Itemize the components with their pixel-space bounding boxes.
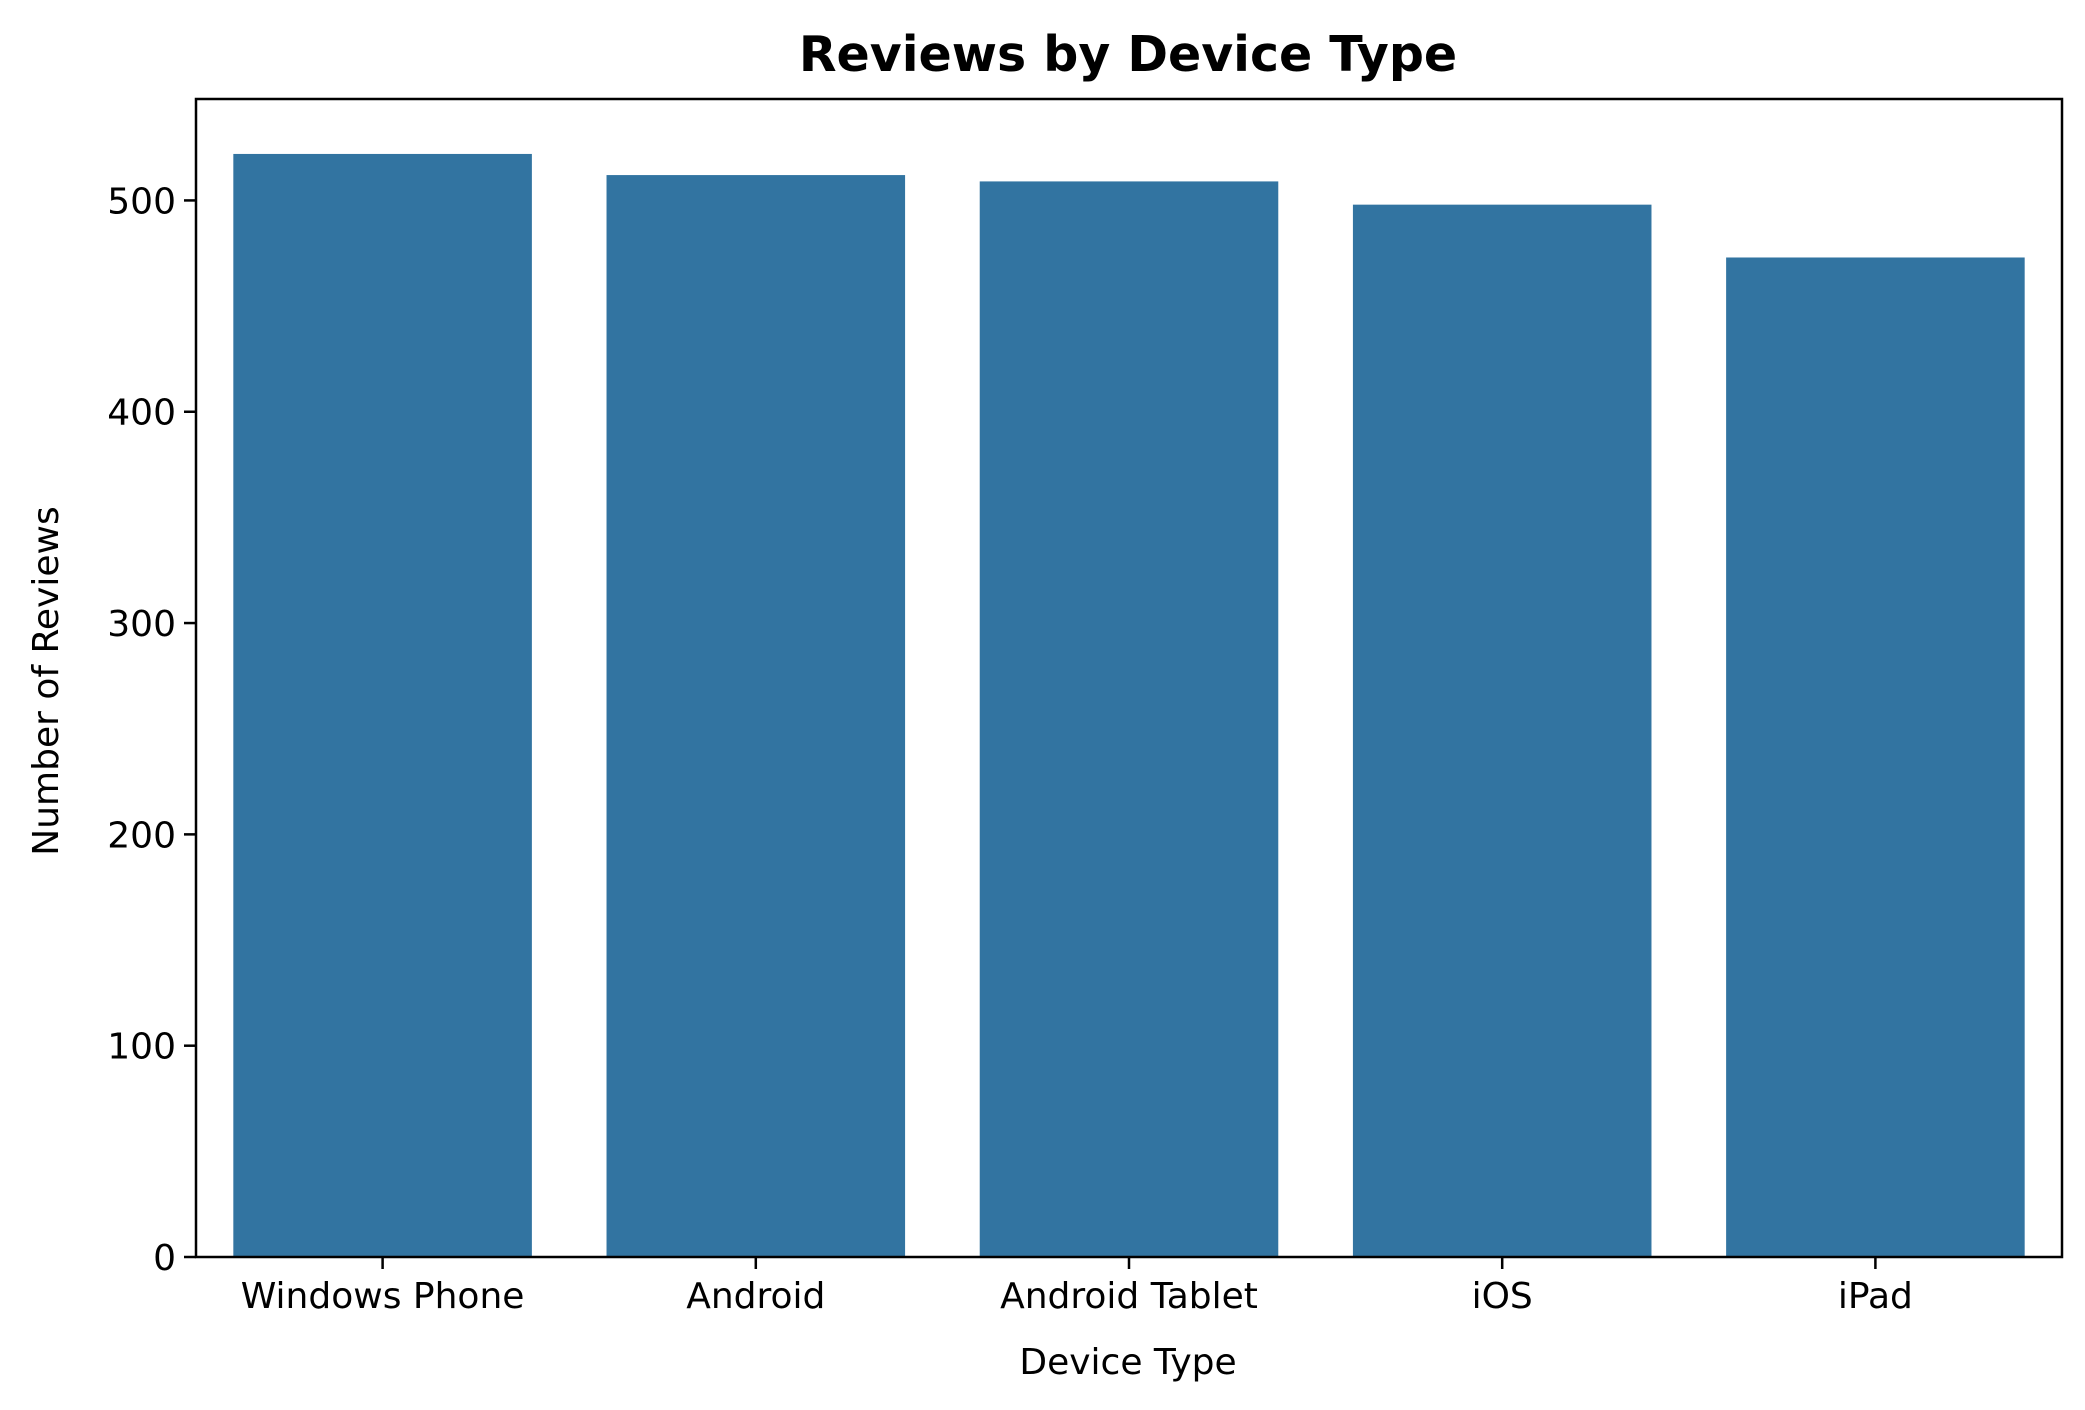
x-tick-label: iPad xyxy=(1838,1276,1913,1317)
y-tick-label: 400 xyxy=(107,393,176,434)
plot-area-frame xyxy=(194,97,2064,1259)
bar-android-tablet xyxy=(979,181,1279,1258)
x-axis-label: Device Type xyxy=(1019,1342,1236,1383)
x-tick-label: Windows Phone xyxy=(241,1276,525,1317)
y-tick-label: 100 xyxy=(107,1027,176,1068)
x-axis-ticks: Windows Phone Android Android Tablet iOS iPa… xyxy=(241,1257,1913,1317)
y-tick-label: 0 xyxy=(153,1238,176,1279)
bar-windows-phone xyxy=(233,153,532,1257)
bars xyxy=(233,153,2025,1258)
y-tick-label: 200 xyxy=(107,815,176,856)
x-tick-label: Android xyxy=(686,1276,825,1317)
bar-ios xyxy=(1352,204,1652,1257)
chart-title: Reviews by Device Type xyxy=(799,26,1457,83)
y-tick-label: 300 xyxy=(107,604,176,645)
bar-android xyxy=(606,175,906,1257)
x-tick-label: iOS xyxy=(1472,1276,1533,1317)
bar-ipad xyxy=(1726,257,2025,1257)
x-tick-label: Android Tablet xyxy=(1000,1276,1258,1317)
y-axis-ticks: 0 100 200 300 400 500 xyxy=(107,181,196,1279)
y-axis-label: Number of Reviews xyxy=(26,506,67,855)
y-tick-label: 500 xyxy=(107,181,176,222)
